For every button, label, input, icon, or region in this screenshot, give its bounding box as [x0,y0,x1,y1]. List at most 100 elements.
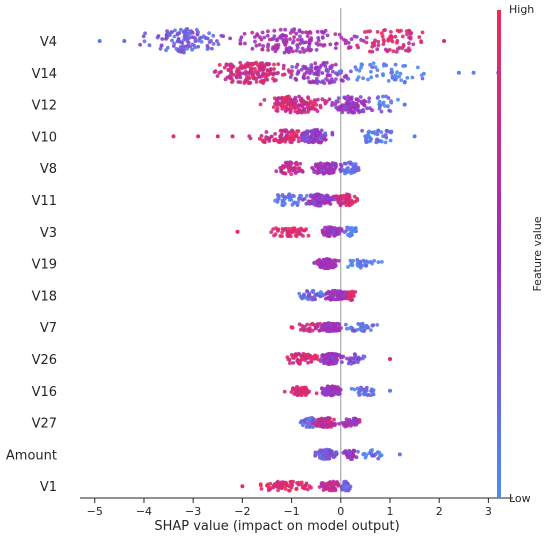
shap-point [333,226,338,231]
feature-label: V18 [32,289,57,304]
shap-point [275,109,280,113]
shap-point [330,327,334,332]
shap-point [316,38,321,43]
shap-point [384,128,389,133]
shap-point [352,194,357,199]
shap-point [215,74,220,78]
shap-point [304,100,309,105]
shap-point [375,30,380,34]
shap-point [352,352,357,357]
shap-point [353,107,357,112]
shap-point [406,49,411,53]
shap-point [367,135,372,140]
shap-point [376,39,381,44]
shap-point [299,194,304,198]
shap-point [232,72,236,77]
shap-point [284,34,288,38]
shap-point [356,99,361,103]
shap-point [411,42,416,47]
shap-point [293,161,298,166]
shap-point [272,45,277,50]
beeswarm-row [258,94,407,115]
shap-point [138,42,143,47]
shap-point [260,30,265,35]
shap-point [326,162,331,166]
shap-point [354,67,359,72]
shap-point [207,31,212,36]
shap-point [355,43,359,48]
shap-point [290,104,294,109]
shap-point [364,140,369,145]
shap-point [344,453,349,457]
shap-point [283,43,288,47]
shap-point [158,46,163,51]
shap-point [352,360,356,365]
shap-point [277,140,281,145]
shap-point [347,358,352,363]
shap-point [351,453,356,458]
shap-point [293,166,298,171]
shap-point [310,297,314,302]
shap-point [311,421,315,425]
shap-outlier-point [171,134,176,139]
shap-point [314,66,318,71]
shap-point [320,196,325,200]
shap-point [327,362,331,366]
shap-point [297,291,302,296]
shap-point [373,131,378,136]
shap-point [322,162,326,166]
shap-point [294,234,299,239]
shap-point [389,30,393,34]
x-tick-label: −4 [136,505,152,518]
shap-point [253,67,257,71]
shap-point [380,260,384,264]
shap-point [306,96,311,101]
shap-point [264,61,269,66]
shap-point [360,109,364,113]
shap-point [224,63,229,67]
shap-point [311,167,316,172]
shap-point [289,161,294,165]
shap-point [325,193,329,198]
shap-point [369,69,373,74]
shap-point [370,448,374,452]
shap-point [322,43,327,47]
shap-point [339,35,344,40]
shap-point [338,104,343,109]
shap-point [334,164,338,169]
shap-point [272,36,276,41]
shap-point [170,38,174,43]
shap-point [336,96,341,101]
shap-point [281,63,286,68]
shap-point [346,110,351,115]
shap-point [266,48,270,52]
shap-point [284,98,289,103]
shap-point [320,448,324,453]
feature-label: Amount [6,448,57,463]
shap-point [272,62,276,67]
shap-point [283,487,288,491]
shap-point [328,196,333,201]
shap-point [309,360,313,364]
shap-point [341,194,346,199]
shap-point [298,34,302,39]
shap-point [325,73,330,78]
shap-point [369,328,373,332]
shap-point [174,47,179,51]
shap-point [356,449,360,454]
shap-point [302,66,307,70]
shap-point [283,139,287,144]
shap-point [313,297,317,302]
shap-point [386,38,391,43]
shap-point [321,353,325,357]
shap-point [349,422,354,426]
shap-point [238,65,243,69]
shap-point [247,62,251,66]
shap-point [143,31,148,36]
shap-outlier-point [397,452,402,457]
shap-point [307,293,312,298]
shap-point [311,106,315,111]
shap-point [324,68,329,73]
shap-point [310,355,315,360]
